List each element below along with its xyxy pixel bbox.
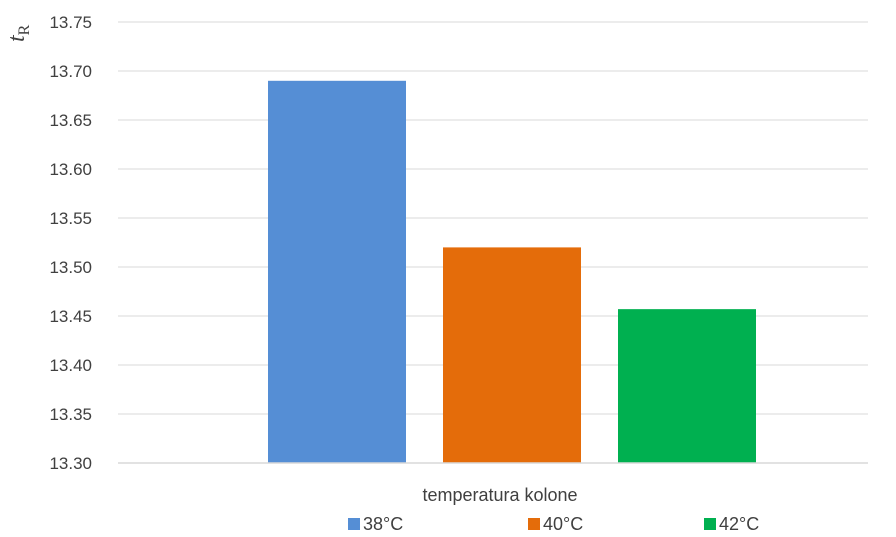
legend: 38°C 40°C 42°C: [348, 514, 759, 534]
bars: [268, 80, 756, 464]
bar-2: [443, 247, 581, 463]
legend-label: 42°C: [719, 514, 759, 534]
legend-label: 40°C: [543, 514, 583, 534]
y-tick-label: 13.70: [49, 62, 92, 81]
y-tick-label: 13.55: [49, 209, 92, 228]
y-tick-label: 13.75: [49, 13, 92, 32]
legend-label: 38°C: [363, 514, 403, 534]
y-tick-label: 13.35: [49, 405, 92, 424]
bar-1: [268, 80, 406, 464]
y-tick-label: 13.60: [49, 160, 92, 179]
y-tick-label: 13.50: [49, 258, 92, 277]
y-tick-label: 13.45: [49, 307, 92, 326]
y-tick-label: 13.65: [49, 111, 92, 130]
legend-swatch: [348, 518, 360, 530]
y-tick-label: 13.40: [49, 356, 92, 375]
y-tick-label: 13.30: [49, 454, 92, 473]
y-tick-labels: 13.30 13.35 13.40 13.45 13.50 13.55 13.60 13.65…: [49, 13, 92, 473]
legend-swatch: [528, 518, 540, 530]
x-axis-label: temperatura kolone: [422, 485, 577, 505]
y-axis-label: tR: [4, 24, 33, 42]
legend-swatch: [704, 518, 716, 530]
bar-3: [618, 309, 756, 463]
gridlines: [118, 21, 868, 415]
